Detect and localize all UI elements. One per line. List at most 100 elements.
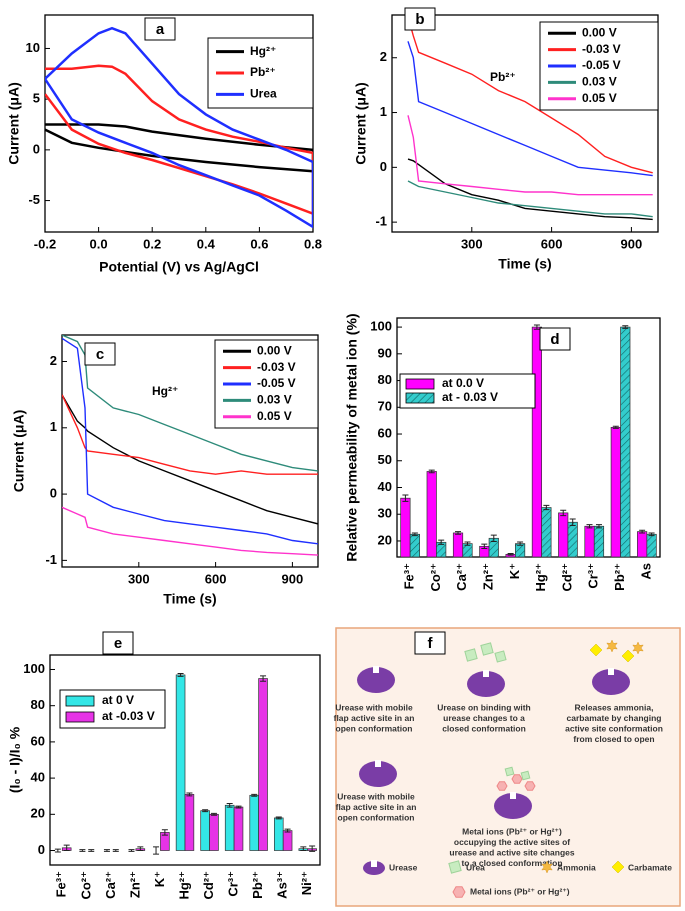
y-tick-label: 0	[50, 486, 57, 501]
urease-icon	[494, 793, 532, 819]
error-bar	[481, 543, 488, 549]
panel-label-box	[404, 7, 436, 31]
step-text: Urease with mobile	[335, 702, 413, 712]
plot-frame	[49, 654, 321, 866]
error-bar	[411, 532, 418, 537]
plot-frame	[391, 14, 659, 233]
error-bar	[543, 504, 550, 511]
panel-label-box	[539, 327, 571, 351]
legend-label: 0.03 V	[257, 393, 292, 407]
data-line	[407, 16, 653, 174]
active-site	[371, 860, 377, 867]
y-axis-title: Current (μA)	[11, 410, 27, 492]
panel-label: f	[428, 635, 434, 652]
legend-label: Urea	[250, 87, 277, 101]
carbamate-icon	[589, 643, 603, 657]
bar	[531, 326, 543, 558]
plot-frame	[61, 334, 319, 568]
legend-swatch	[405, 378, 435, 390]
ammonia-icon	[606, 639, 618, 653]
metal-ion-icon	[524, 781, 536, 791]
y-tick-label: 0	[33, 141, 40, 156]
legend-label: -0.03 V	[257, 360, 296, 374]
bar	[258, 678, 268, 851]
legend-swatch	[65, 695, 95, 707]
x-tick-label: Zn²⁺	[480, 563, 495, 590]
legend-label: -0.05 V	[257, 376, 296, 390]
error-bar	[177, 672, 184, 677]
x-tick-label: 0.8	[304, 236, 322, 251]
legend-label: 0.05 V	[257, 409, 292, 423]
data-line	[45, 64, 313, 216]
x-tick-label: 600	[541, 236, 563, 251]
step-text: open conformation	[336, 723, 413, 733]
error-bar	[569, 518, 576, 526]
bar	[567, 521, 578, 558]
error-bar	[186, 792, 193, 797]
y-tick-label: 70	[378, 399, 392, 414]
panel-label: c	[96, 346, 104, 363]
legend-label: at 0 V	[102, 693, 134, 707]
y-axis-title: Current (μA)	[6, 82, 22, 164]
bar	[541, 507, 552, 558]
x-tick-label: As	[638, 563, 653, 580]
x-tick-label: Ca²⁺	[103, 871, 118, 899]
y-tick-label: 5	[33, 91, 40, 106]
bar	[273, 817, 284, 851]
error-bar	[402, 494, 409, 502]
active-site	[608, 668, 614, 675]
panel-label-box	[414, 631, 446, 655]
bar	[620, 326, 631, 558]
x-axis-title: Time (s)	[163, 591, 216, 607]
x-tick-label: Zn²⁺	[127, 871, 142, 898]
bar	[233, 806, 244, 851]
error-bar	[533, 324, 540, 330]
error-bar	[112, 849, 119, 852]
x-tick-label: 0.6	[250, 236, 268, 251]
error-bar	[275, 816, 282, 820]
data-line	[62, 506, 318, 556]
step-text: active site conformation	[565, 723, 663, 733]
step-text: Releases ammonia,	[575, 702, 654, 712]
annotation: Pb²⁺	[490, 70, 516, 84]
error-bar	[438, 539, 445, 545]
data-line	[407, 180, 653, 218]
error-bar	[210, 812, 217, 816]
bar	[282, 830, 293, 851]
error-bar	[309, 845, 316, 852]
error-bar	[490, 534, 497, 542]
y-axis-title: Current (μA)	[353, 82, 369, 164]
data-line	[407, 115, 653, 196]
diagram-legend-label: Ammonia	[557, 862, 596, 872]
y-tick-label: 100	[370, 319, 392, 334]
x-tick-label: 0.0	[90, 236, 108, 251]
x-tick-label: 900	[282, 571, 304, 586]
error-bar	[560, 509, 567, 517]
urea-icon	[520, 770, 531, 781]
legend-label: 0.00 V	[582, 25, 617, 39]
active-site	[510, 792, 516, 799]
urease-icon	[357, 667, 395, 693]
step-text: flap active site in an	[336, 802, 417, 812]
error-bar	[507, 553, 514, 556]
error-bar	[517, 541, 524, 546]
error-bar	[103, 849, 110, 852]
x-tick-label: -0.2	[34, 236, 56, 251]
y-tick-label: 1	[380, 104, 387, 119]
legend-swatch	[65, 711, 95, 723]
panel-label-box	[102, 631, 134, 655]
bar	[558, 512, 569, 558]
error-bar	[595, 524, 602, 529]
data-line	[62, 394, 318, 475]
x-tick-label: Ca²⁺	[454, 563, 469, 591]
urea-icon	[448, 860, 462, 874]
y-tick-label: -5	[28, 192, 40, 207]
data-line	[407, 41, 653, 177]
step-text: from closed to open	[573, 734, 654, 744]
panel-label: d	[550, 331, 559, 348]
bar	[224, 804, 235, 851]
x-tick-label: Ni²⁺	[299, 871, 314, 895]
y-tick-label: 2	[50, 353, 57, 368]
urea-icon	[494, 650, 507, 663]
error-bar	[300, 846, 307, 852]
